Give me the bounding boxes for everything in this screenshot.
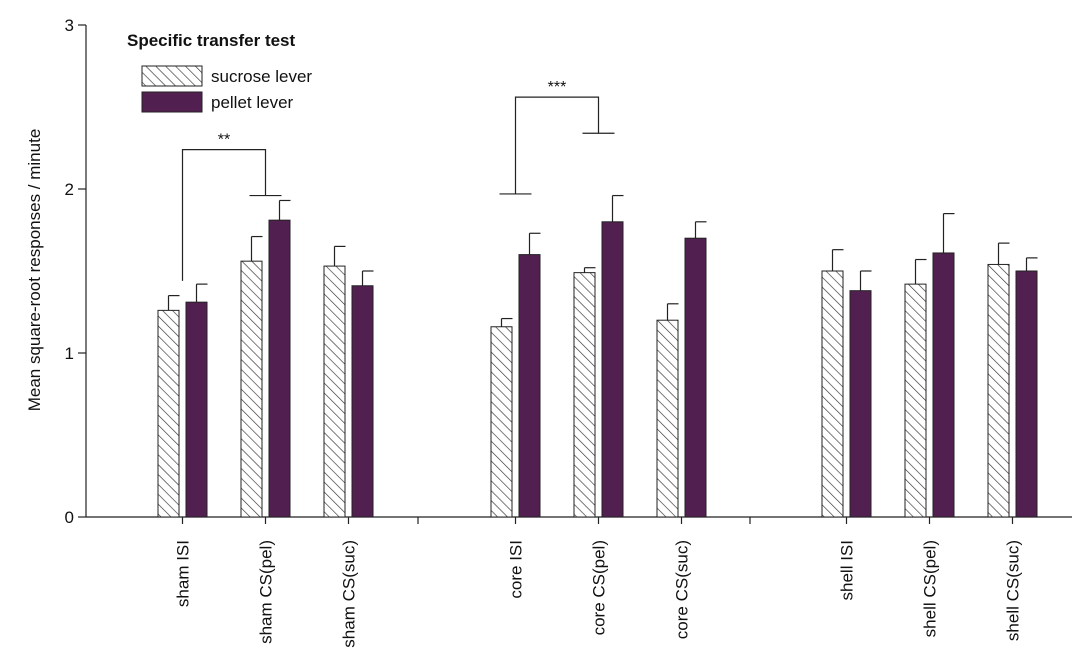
bar-sucrose (240, 260, 263, 518)
legend-title: Specific transfer test (127, 31, 296, 50)
x-category-label: shell ISI (838, 540, 857, 600)
x-category-label: core CS(suc) (673, 540, 692, 639)
x-category-label: sham CS(suc) (340, 540, 359, 648)
legend-label-sucrose: sucrose lever (211, 67, 312, 86)
y-axis-title: Mean square-root responses / minute (25, 129, 44, 412)
x-category-label: shell CS(pel) (921, 540, 940, 637)
y-tick-label: 0 (65, 508, 74, 527)
significance-layer: ***** (181, 79, 615, 281)
x-category-label: sham ISI (174, 540, 193, 607)
bar-sucrose (987, 263, 1010, 518)
bar-pellet (932, 252, 955, 518)
bars-layer (157, 219, 1038, 518)
bar-sucrose (157, 309, 180, 518)
y-tick-label: 2 (65, 180, 74, 199)
x-axis (86, 516, 1072, 524)
legend: Specific transfer test sucrose lever pel… (127, 31, 312, 113)
x-category-label: core ISI (507, 540, 526, 599)
bar-pellet (1015, 270, 1038, 518)
legend-swatch-pellet (141, 91, 203, 113)
bar-pellet (684, 237, 707, 518)
significance-label: ** (218, 132, 230, 149)
y-axis: 0 1 2 3 (65, 16, 87, 527)
y-tick-label: 1 (65, 344, 74, 363)
bar-pellet (351, 285, 374, 518)
bar-pellet (518, 254, 541, 518)
bar-pellet (185, 301, 208, 518)
legend-swatch-sucrose (141, 65, 203, 87)
bar-sucrose (821, 270, 844, 518)
bar-pellet (268, 219, 291, 518)
significance-bracket (514, 96, 600, 194)
y-tick-label: 3 (65, 16, 74, 35)
x-category-label: shell CS(suc) (1004, 540, 1023, 641)
error-bars-layer (167, 194, 1038, 327)
bar-pellet (849, 290, 872, 518)
bar-sucrose (323, 265, 346, 518)
category-labels: sham ISI sham CS(pel) sham CS(suc) core ISI… (174, 540, 1023, 648)
bar-sucrose (573, 272, 596, 518)
bar-sucrose (490, 326, 513, 518)
legend-label-pellet: pellet lever (211, 93, 294, 112)
bar-sucrose (656, 319, 679, 518)
x-category-label: sham CS(pel) (257, 540, 276, 644)
bar-sucrose (904, 283, 927, 518)
bar-pellet (601, 221, 624, 518)
x-category-label: core CS(pel) (590, 540, 609, 635)
significance-label: *** (548, 79, 567, 96)
significance-bracket (181, 149, 267, 281)
